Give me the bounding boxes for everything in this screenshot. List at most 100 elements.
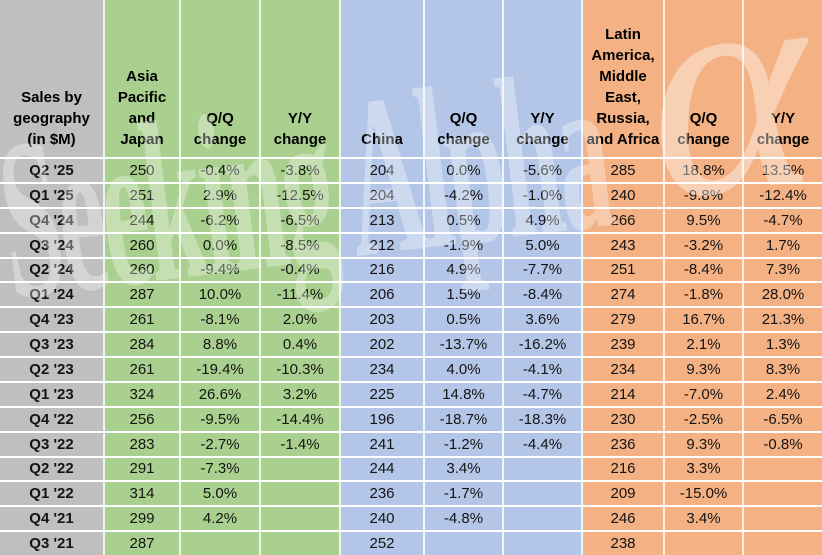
value-cell: -1.8% — [665, 283, 744, 307]
qq-change-header-china: Q/Q change — [425, 0, 504, 157]
value-cell — [504, 532, 583, 555]
quarter-label: Q4 '22 — [0, 407, 105, 431]
value-cell: 234 — [583, 358, 665, 381]
value-cell: 14.8% — [425, 382, 504, 406]
corner-header-cell: Sales by geography (in $M) — [0, 0, 105, 157]
value-cell — [181, 532, 261, 555]
value-cell: -0.4% — [181, 159, 261, 182]
quarter-label: Q4 '24 — [0, 208, 105, 232]
value-cell: 196 — [341, 407, 425, 431]
value-cell: -11.4% — [261, 283, 341, 307]
value-cell: 0.0% — [425, 159, 504, 182]
value-cell: 214 — [583, 382, 665, 406]
value-cell: -14.4% — [261, 407, 341, 431]
value-cell — [504, 482, 583, 506]
value-cell: 28.0% — [744, 283, 822, 307]
value-cell: -4.7% — [744, 208, 822, 232]
value-cell: 236 — [341, 482, 425, 506]
quarter-label: Q4 '23 — [0, 308, 105, 332]
value-cell: 202 — [341, 333, 425, 356]
value-cell: -4.4% — [504, 432, 583, 456]
value-cell: -4.1% — [504, 358, 583, 381]
value-cell: 8.3% — [744, 358, 822, 381]
table-row: Q2 '23 261 -19.4% -10.3% 234 4.0% -4.1% 234 9.3%… — [0, 356, 822, 381]
quarter-label: Q3 '23 — [0, 333, 105, 356]
value-cell: -5.6% — [504, 159, 583, 182]
value-cell: 9.5% — [665, 208, 744, 232]
table-row: Q4 '24 244 -6.2% -6.5% 213 0.5% 4.9% 266 9.5% -4.… — [0, 206, 822, 232]
qq-change-header-latam: Q/Q change — [665, 0, 744, 157]
value-cell: 256 — [105, 407, 181, 431]
table-row: Q1 '22 314 5.0% 236 -1.7% 209 -15.0% — [0, 480, 822, 506]
value-cell: 279 — [583, 308, 665, 332]
value-cell: -7.3% — [181, 457, 261, 481]
value-cell: 244 — [341, 457, 425, 481]
value-cell: -12.4% — [744, 183, 822, 207]
value-cell: -9.5% — [181, 407, 261, 431]
quarter-label: Q1 '25 — [0, 183, 105, 207]
value-cell: -12.5% — [261, 183, 341, 207]
quarter-label: Q1 '22 — [0, 482, 105, 506]
quarter-label: Q2 '25 — [0, 159, 105, 182]
quarter-label: Q3 '22 — [0, 432, 105, 456]
value-cell: 0.0% — [181, 233, 261, 257]
quarter-label: Q4 '21 — [0, 507, 105, 531]
value-cell: -19.4% — [181, 358, 261, 381]
value-cell: 251 — [583, 258, 665, 282]
value-cell: 9.3% — [665, 432, 744, 456]
value-cell: 314 — [105, 482, 181, 506]
value-cell: 8.8% — [181, 333, 261, 356]
value-cell: -8.1% — [181, 308, 261, 332]
value-cell — [261, 457, 341, 481]
value-cell: -0.8% — [744, 432, 822, 456]
value-cell: 261 — [105, 358, 181, 381]
quarter-label: Q2 '22 — [0, 457, 105, 481]
value-cell: -8.4% — [504, 283, 583, 307]
value-cell: 239 — [583, 333, 665, 356]
table-row: Q2 '22 291 -7.3% 244 3.4% 216 3.3% — [0, 455, 822, 481]
value-cell — [744, 457, 822, 481]
yy-change-header-china: Y/Y change — [504, 0, 583, 157]
value-cell: 260 — [105, 258, 181, 282]
value-cell: 324 — [105, 382, 181, 406]
value-cell: 250 — [105, 159, 181, 182]
value-cell: -8.5% — [261, 233, 341, 257]
value-cell: 3.6% — [504, 308, 583, 332]
value-cell: 4.9% — [425, 258, 504, 282]
group-header-asia-pacific-japan: Asia Pacific and Japan — [105, 0, 181, 157]
quarter-label: Q3 '21 — [0, 532, 105, 555]
value-cell — [425, 532, 504, 555]
value-cell: 5.0% — [504, 233, 583, 257]
value-cell: 260 — [105, 233, 181, 257]
value-cell: 4.0% — [425, 358, 504, 381]
table-row: Q3 '24 260 0.0% -8.5% 212 -1.9% 5.0% 243 -3.2% 1.… — [0, 231, 822, 257]
value-cell: -2.7% — [181, 432, 261, 456]
value-cell: -0.4% — [261, 258, 341, 282]
value-cell: 299 — [105, 507, 181, 531]
value-cell: 3.3% — [665, 457, 744, 481]
value-cell: 16.7% — [665, 308, 744, 332]
value-cell: 3.2% — [261, 382, 341, 406]
quarter-label: Q3 '24 — [0, 233, 105, 257]
value-cell: -6.5% — [744, 407, 822, 431]
value-cell: 251 — [105, 183, 181, 207]
value-cell — [665, 532, 744, 555]
value-cell: -2.5% — [665, 407, 744, 431]
value-cell: 4.9% — [504, 208, 583, 232]
value-cell: 246 — [583, 507, 665, 531]
value-cell: -3.2% — [665, 233, 744, 257]
table-row: Q2 '25 250 -0.4% -3.8% 204 0.0% -5.6% 285 18.8% 1… — [0, 157, 822, 182]
value-cell: 240 — [583, 183, 665, 207]
table-row: Q1 '24 287 10.0% -11.4% 206 1.5% -8.4% 274 -1.8%… — [0, 281, 822, 307]
table-row: Q3 '23 284 8.8% 0.4% 202 -13.7% -16.2% 239 2.1% 1… — [0, 331, 822, 356]
value-cell — [744, 507, 822, 531]
value-cell: -16.2% — [504, 333, 583, 356]
value-cell: -1.4% — [261, 432, 341, 456]
value-cell: 0.5% — [425, 208, 504, 232]
value-cell: -18.3% — [504, 407, 583, 431]
value-cell: 234 — [341, 358, 425, 381]
value-cell: 2.0% — [261, 308, 341, 332]
quarter-label: Q1 '24 — [0, 283, 105, 307]
value-cell: 216 — [341, 258, 425, 282]
value-cell — [261, 532, 341, 555]
